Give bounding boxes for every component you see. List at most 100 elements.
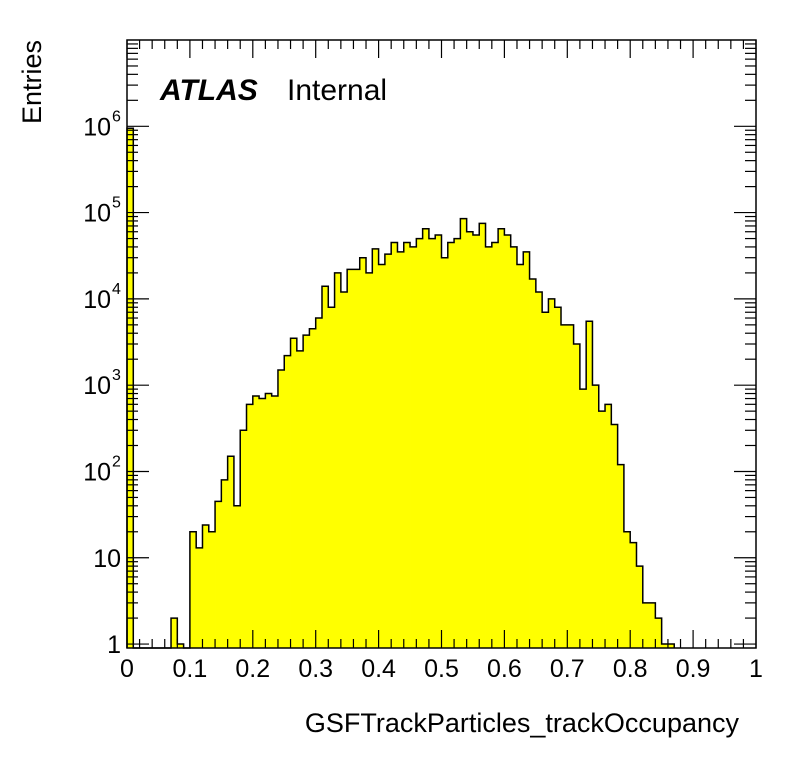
histogram-bin [605, 404, 612, 648]
histogram-bin [196, 547, 203, 648]
histogram-bin [127, 128, 134, 649]
histogram-bin [655, 618, 663, 648]
histogram-bin [410, 246, 417, 648]
y-tick-exponent: 6 [112, 108, 121, 125]
histogram-bin [611, 424, 619, 648]
histogram-bin [340, 292, 348, 648]
histogram-bin [460, 218, 468, 648]
x-tick-label: 0.9 [676, 655, 711, 683]
histogram-bin [259, 398, 266, 648]
histogram-bin [529, 278, 537, 648]
histogram-bin [366, 272, 373, 648]
y-tick-exponent: 5 [112, 195, 121, 212]
histogram-bin [485, 246, 493, 648]
histogram-bin [504, 234, 512, 648]
histogram-bin [321, 286, 329, 648]
histogram-bin [510, 246, 518, 648]
histogram-bin [454, 238, 461, 648]
x-tick-label: 0.1 [173, 655, 208, 683]
y-axis-title: Entries [17, 40, 47, 124]
histogram-bin [372, 248, 379, 648]
histogram-bin [277, 369, 285, 648]
histogram-bin [391, 242, 398, 648]
histogram-bin [649, 602, 656, 648]
y-tick-label: 10 [83, 113, 111, 141]
histogram-bin [523, 251, 530, 649]
histogram-bin [636, 566, 644, 648]
x-axis-title: GSFTrackParticles_trackOccupancy [305, 708, 740, 738]
x-tick-label: 0.7 [550, 655, 585, 683]
histogram-bin [189, 531, 197, 648]
histogram-bin [397, 251, 405, 649]
histogram-bin [378, 264, 386, 648]
histogram-bin [479, 223, 486, 648]
histogram-bin [233, 505, 241, 648]
histogram-bin [441, 257, 449, 648]
y-tick-label: 1 [107, 631, 121, 659]
histogram-bin [359, 257, 367, 648]
y-tick-label: 10 [83, 286, 111, 314]
histogram-bin [416, 238, 424, 648]
histogram-bin [554, 307, 562, 648]
histogram-bin [567, 324, 574, 648]
histogram-bin [303, 335, 310, 648]
histogram-bin [617, 464, 625, 648]
histogram-bin [215, 501, 222, 648]
x-tick-label: 0 [120, 655, 134, 683]
histogram-bin [315, 318, 323, 648]
x-tick-label: 0.5 [424, 655, 459, 683]
histogram-bin [498, 228, 505, 648]
histogram-bin [447, 242, 455, 648]
y-tick-exponent: 4 [112, 281, 121, 298]
x-tick-label: 0.4 [361, 655, 396, 683]
y-tick-exponent: 2 [112, 453, 121, 470]
histogram-bin [202, 524, 210, 648]
histogram-bin [240, 430, 247, 648]
atlas-internal-label: Internal [287, 74, 387, 107]
y-tick-label: 10 [83, 458, 111, 486]
histogram-bin [623, 531, 631, 648]
histogram-bin [422, 228, 430, 648]
x-tick-label: 1 [749, 655, 763, 683]
histogram-bin [284, 355, 291, 648]
histogram-bin [598, 411, 606, 648]
histogram-bin [535, 292, 543, 648]
histogram-bin [328, 307, 335, 648]
histogram-bin [435, 234, 442, 648]
x-tick-label: 0.2 [235, 655, 270, 683]
atlas-label: ATLAS [159, 74, 258, 107]
x-tick-labels: 0 0.1 0.2 0.3 0.4 0.5 0.6 0.7 0.8 0.9 1 [120, 655, 763, 683]
x-tick-label: 0.8 [613, 655, 648, 683]
histogram-bin [252, 395, 260, 648]
histogram-bin [353, 269, 361, 648]
y-tick-label: 10 [93, 545, 121, 573]
histogram-bin [630, 542, 637, 648]
histogram-bin [491, 242, 499, 648]
histogram-bin [384, 254, 392, 648]
histogram-bin [592, 385, 600, 648]
histogram-bin [667, 644, 675, 648]
histogram-bin [271, 395, 279, 648]
histogram-bin [472, 234, 480, 648]
histogram-bin [290, 338, 298, 648]
histogram-outline [126, 127, 675, 649]
histogram-bin [227, 456, 235, 648]
y-tick-exponent: 3 [112, 367, 121, 384]
histogram-bin [573, 344, 581, 648]
histogram-bin [579, 389, 587, 648]
x-tick-label: 0.3 [298, 655, 333, 683]
histogram-bin [542, 312, 549, 648]
histogram-bin [466, 231, 474, 648]
histogram-bin [171, 618, 178, 648]
histogram-bin [642, 602, 650, 648]
histogram-bin [265, 393, 273, 648]
histogram-bin [296, 350, 304, 648]
histogram-bin [221, 479, 229, 648]
histogram-bin [661, 644, 669, 648]
axis-ticks [126, 40, 757, 648]
y-tick-label: 10 [83, 200, 111, 228]
histogram-bin [246, 404, 254, 648]
histogram-bin [309, 328, 317, 648]
